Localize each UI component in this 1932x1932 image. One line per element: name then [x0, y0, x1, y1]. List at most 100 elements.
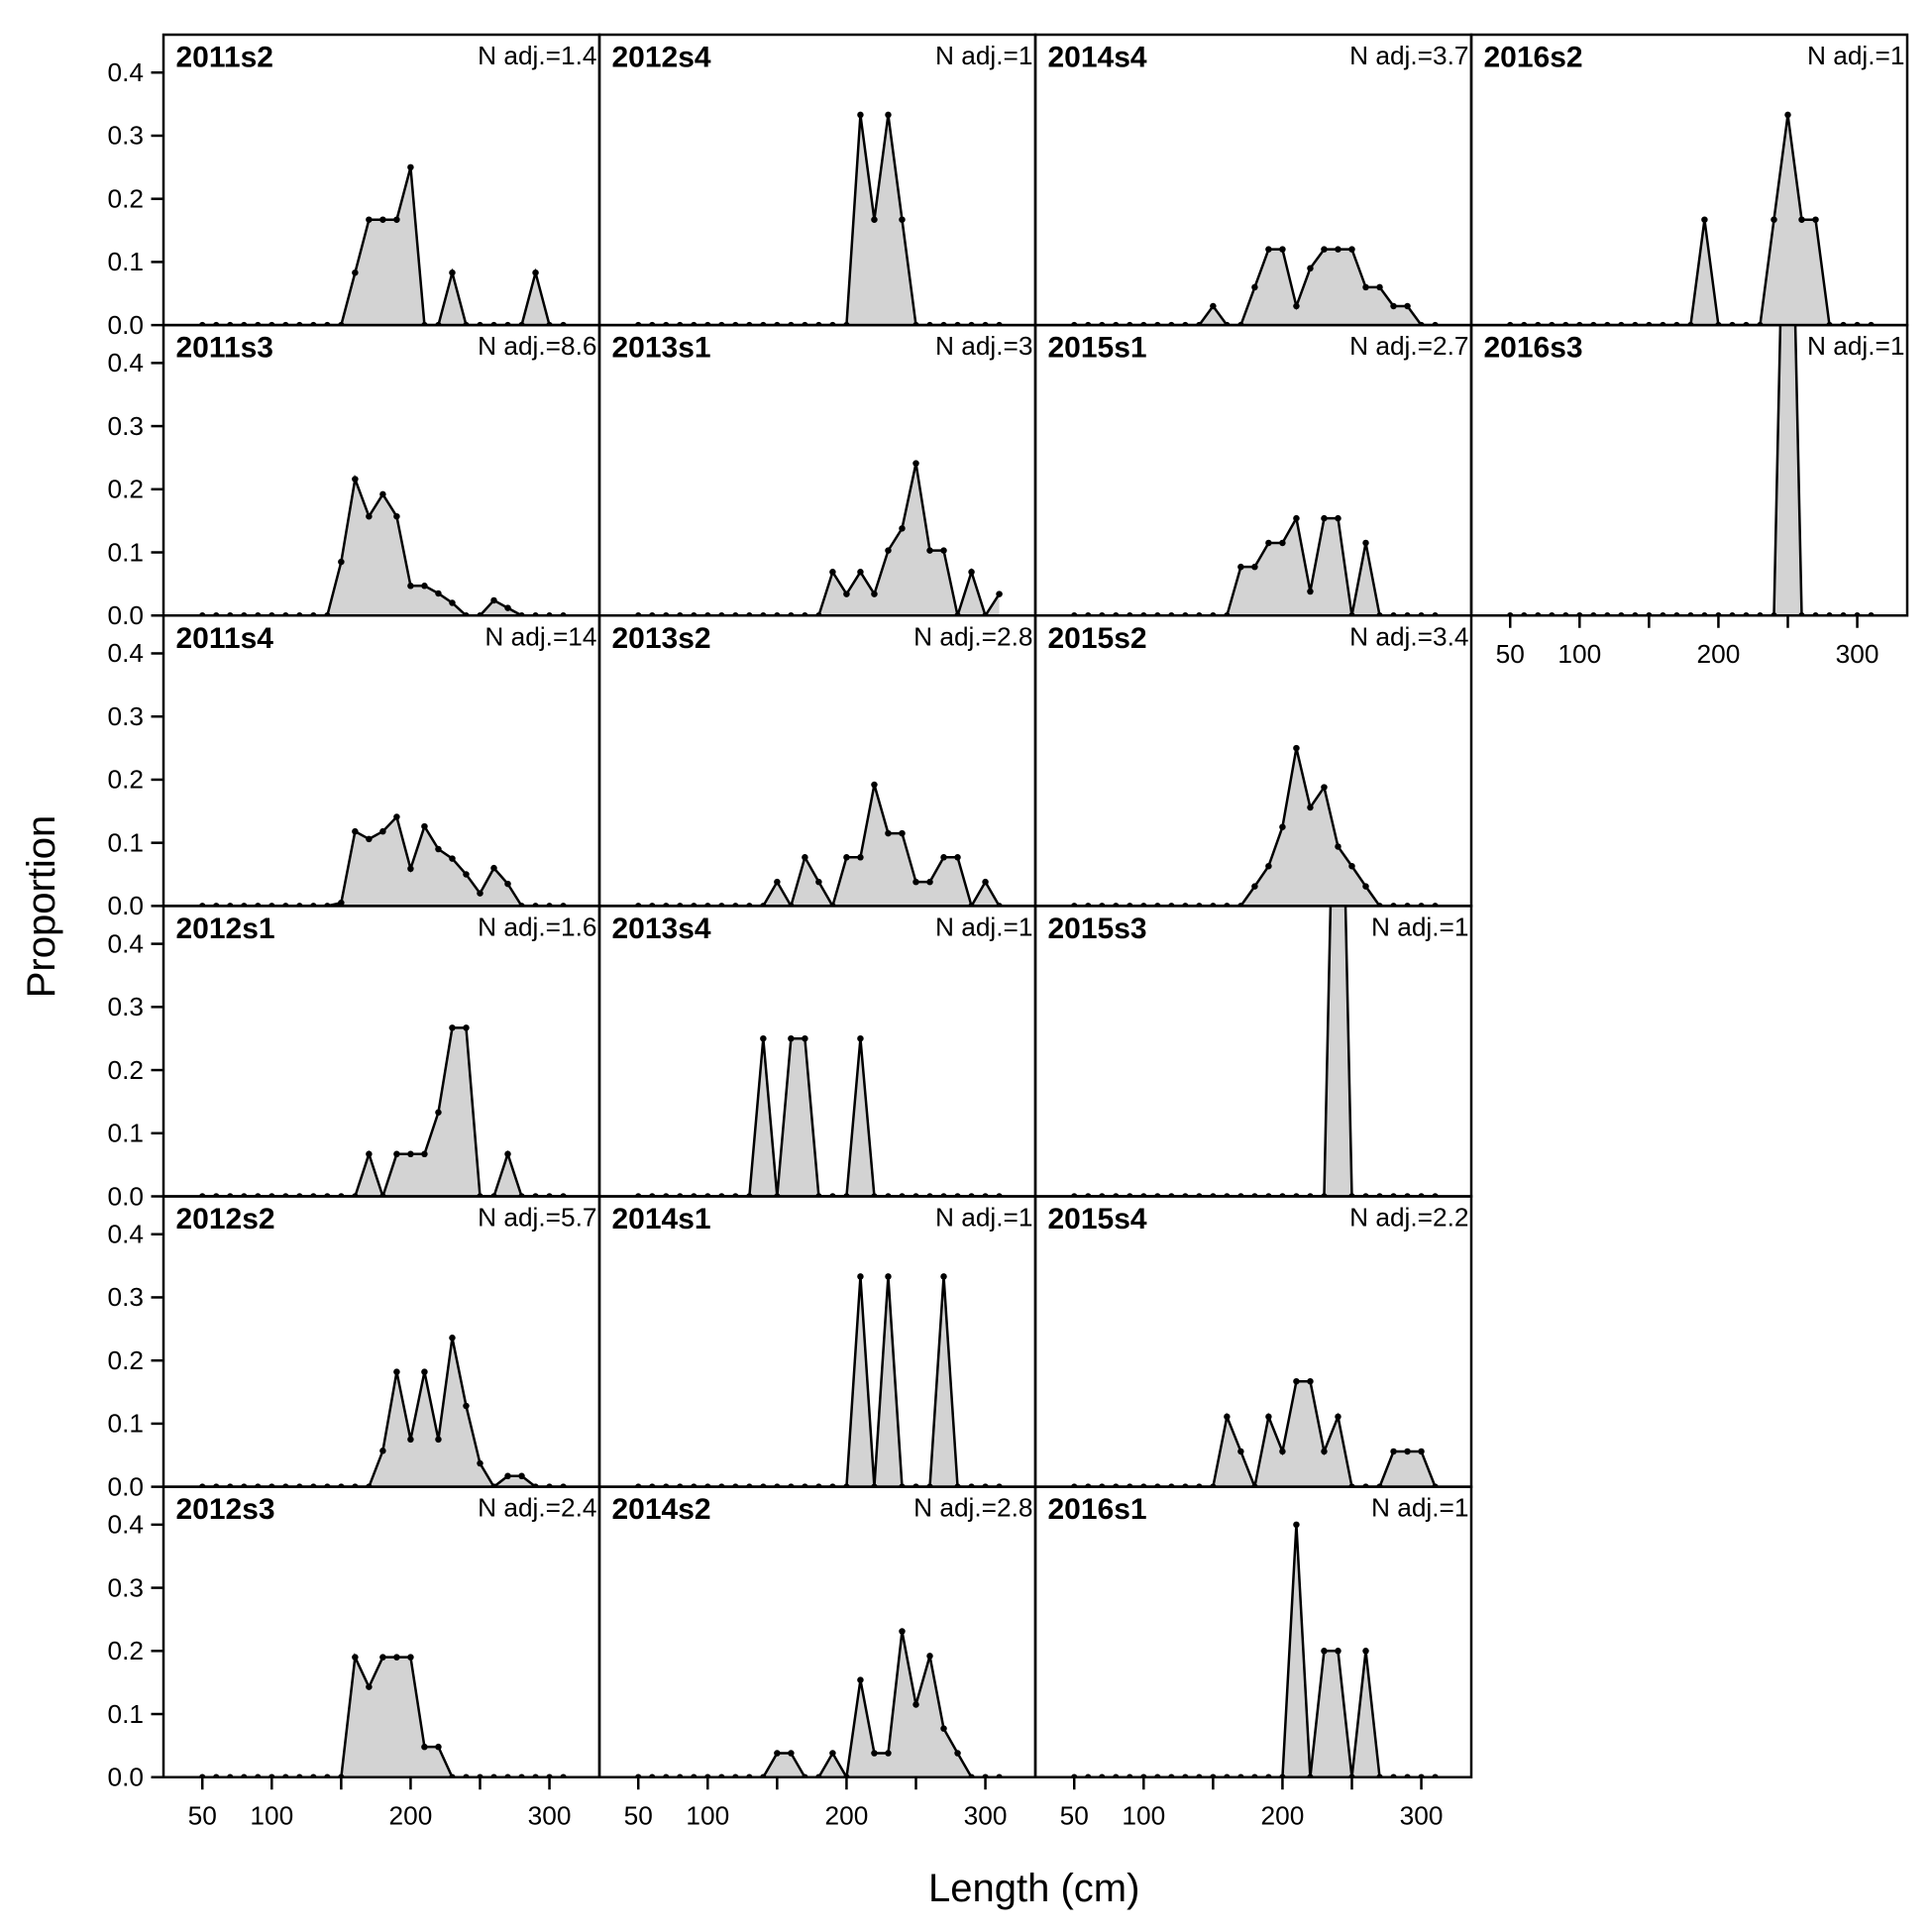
point: [379, 1448, 386, 1454]
panel: [1070, 246, 1439, 326]
point: [857, 111, 864, 119]
panel: [634, 1273, 1003, 1487]
point: [926, 547, 933, 554]
point: [1265, 862, 1272, 870]
panel-title: 2015s4: [1048, 1203, 1147, 1235]
y-tick-label: 0.2: [108, 475, 145, 504]
point: [1307, 265, 1314, 272]
point: [885, 1273, 892, 1280]
panel: [198, 1024, 567, 1197]
point: [926, 878, 933, 886]
panel-title: 2014s1: [612, 1203, 711, 1235]
point: [1293, 514, 1300, 522]
line: [1510, 114, 1872, 326]
panel-title: 2013s1: [612, 332, 711, 365]
point: [1265, 539, 1272, 547]
panel-title: 2012s4: [612, 42, 711, 74]
line: [638, 114, 1000, 326]
panel-title: 2012s3: [176, 1493, 275, 1526]
point: [885, 547, 892, 554]
point: [532, 268, 539, 276]
point: [1390, 302, 1397, 310]
annotation: N adj.=1: [935, 912, 1033, 941]
point: [857, 1676, 864, 1683]
y-axis-label: Proportion: [20, 815, 63, 999]
annotation: N adj.=1: [935, 1203, 1033, 1233]
panel-title: 2014s4: [1048, 42, 1147, 74]
panel-frame: [597, 905, 1037, 1198]
point: [1279, 1448, 1286, 1455]
point: [504, 880, 511, 888]
annotation: N adj.=14: [484, 621, 596, 651]
y-tick-label: 0.2: [108, 1345, 145, 1375]
point: [435, 590, 442, 597]
panel: [634, 781, 1003, 907]
area-fill: [1074, 1381, 1436, 1487]
point: [1812, 216, 1819, 223]
y-tick-label: 0.3: [108, 121, 145, 151]
point: [504, 1472, 511, 1480]
x-tick-label: 100: [686, 1800, 729, 1830]
panel-title: 2011s2: [176, 42, 273, 74]
x-tick-label: 200: [1697, 639, 1741, 669]
point: [788, 1750, 795, 1757]
point: [407, 583, 414, 590]
point: [463, 871, 470, 878]
annotation: N adj.=3.4: [1349, 621, 1468, 651]
panel-title: 2016s2: [1484, 42, 1583, 74]
panel-frame: [1033, 33, 1473, 327]
annotation: N adj.=3.7: [1349, 41, 1468, 70]
point: [449, 1024, 456, 1031]
point: [379, 216, 386, 223]
point: [407, 1654, 414, 1661]
point: [1251, 283, 1258, 291]
point: [871, 1750, 878, 1757]
point: [435, 1436, 442, 1444]
panel-frame: [1033, 614, 1473, 908]
annotation: N adj.=1: [1371, 912, 1469, 941]
point: [857, 569, 864, 576]
point: [788, 1034, 795, 1042]
y-tick-label: 0.0: [108, 310, 145, 340]
point: [885, 829, 892, 837]
point: [1390, 1448, 1397, 1455]
point: [1321, 1448, 1328, 1455]
area-fill: [202, 1338, 564, 1487]
line: [1074, 1524, 1436, 1777]
point: [1348, 862, 1355, 870]
y-tick-label: 0.4: [108, 57, 145, 87]
panel-frame: [1033, 905, 1473, 1198]
point: [1265, 1413, 1272, 1421]
line: [202, 1026, 564, 1197]
panel-frame: [161, 905, 601, 1198]
annotation: N adj.=5.7: [478, 1203, 596, 1233]
point: [393, 512, 400, 520]
panel: [1070, 906, 1439, 1197]
point: [996, 590, 1003, 597]
panel-title: 2012s2: [176, 1203, 275, 1235]
panel-title: 2014s2: [612, 1493, 711, 1526]
y-tick-label: 0.1: [108, 827, 145, 857]
point: [760, 1034, 767, 1042]
panel-frame: [1469, 33, 1909, 327]
line: [638, 1631, 1000, 1777]
x-tick-label: 50: [1496, 639, 1525, 669]
area-fill: [638, 463, 1000, 616]
point: [1279, 823, 1286, 830]
panel-frame: [1469, 323, 1909, 617]
point: [871, 781, 878, 789]
area-fill: [202, 479, 564, 616]
annotation: N adj.=3: [935, 331, 1033, 361]
point: [1307, 588, 1314, 595]
point: [940, 1725, 947, 1732]
point: [463, 1024, 470, 1031]
point: [477, 1459, 483, 1467]
point: [940, 1273, 947, 1280]
y-tick-label: 0.3: [108, 1572, 145, 1602]
y-tick-label: 0.0: [108, 891, 145, 920]
point: [1237, 563, 1244, 571]
y-tick-label: 0.0: [108, 1471, 145, 1501]
panel: [198, 1653, 567, 1777]
point: [1307, 804, 1314, 811]
